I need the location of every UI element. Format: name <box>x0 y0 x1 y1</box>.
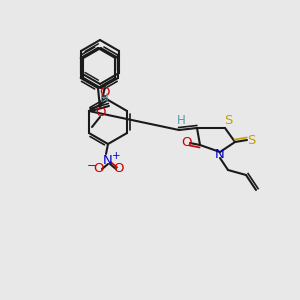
Text: O: O <box>181 136 191 149</box>
Text: +: + <box>112 151 120 161</box>
Text: O: O <box>93 161 103 175</box>
Text: N: N <box>103 154 113 166</box>
Text: −: − <box>87 158 97 172</box>
Text: S: S <box>224 113 232 127</box>
Text: O: O <box>113 161 123 175</box>
Text: N: N <box>215 148 225 160</box>
Text: S: S <box>247 134 255 146</box>
Text: H: H <box>177 115 185 128</box>
Text: O: O <box>100 85 110 98</box>
Text: H: H <box>100 92 108 104</box>
Text: O: O <box>95 106 105 119</box>
